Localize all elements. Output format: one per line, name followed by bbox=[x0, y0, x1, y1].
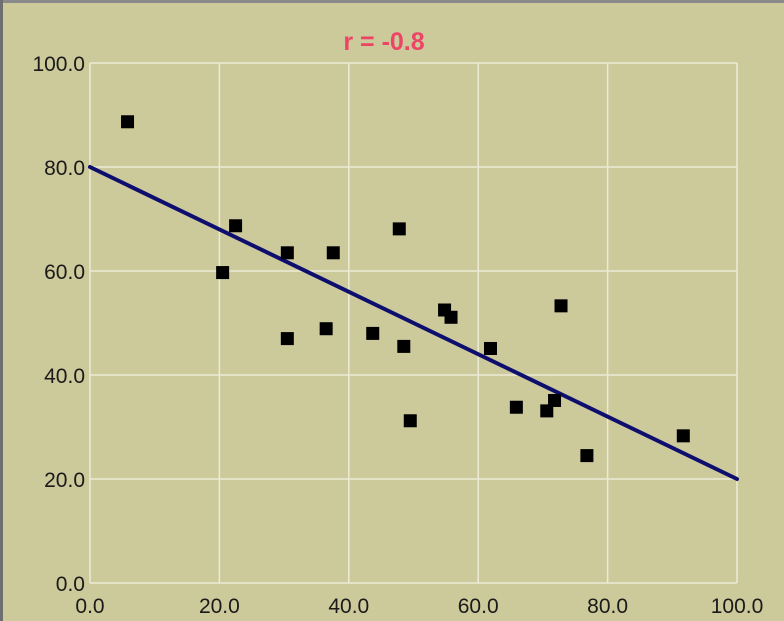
data-point bbox=[216, 266, 230, 280]
data-points bbox=[121, 115, 690, 463]
x-tick-label: 80.0 bbox=[587, 595, 628, 618]
regression-line-group bbox=[88, 165, 739, 481]
data-point bbox=[676, 429, 690, 443]
data-point bbox=[554, 299, 568, 313]
data-point bbox=[229, 219, 243, 233]
y-tick-label: 80.0 bbox=[44, 157, 85, 180]
y-tick-label: 20.0 bbox=[44, 469, 85, 492]
chart-title: r = -0.8 bbox=[343, 28, 424, 56]
data-point bbox=[548, 393, 562, 407]
panel-top-border bbox=[0, 0, 784, 3]
data-point bbox=[540, 404, 554, 418]
data-point bbox=[121, 115, 135, 129]
data-point bbox=[403, 414, 417, 428]
x-tick-label: 40.0 bbox=[328, 595, 369, 618]
data-point bbox=[280, 246, 294, 260]
x-tick-label: 0.0 bbox=[75, 595, 104, 618]
x-tick-label: 100.0 bbox=[711, 595, 764, 618]
data-point bbox=[392, 222, 406, 236]
panel-left-border bbox=[0, 0, 3, 621]
data-point bbox=[326, 246, 340, 260]
data-point bbox=[397, 339, 411, 353]
regression-line bbox=[88, 165, 739, 481]
tick-labels: 0.0 20.0 40.0 60.0 80.0 100.0 0.0 20.0 40.0 60.0 8… bbox=[32, 53, 763, 618]
data-point bbox=[580, 449, 594, 463]
grid-lines bbox=[89, 62, 738, 584]
data-point bbox=[509, 400, 523, 414]
data-point bbox=[366, 326, 380, 340]
y-tick-label: 60.0 bbox=[44, 261, 85, 284]
y-tick-label: 40.0 bbox=[44, 365, 85, 388]
y-tick-label: 100.0 bbox=[32, 53, 85, 76]
y-tick-label: 0.0 bbox=[56, 573, 85, 596]
x-tick-label: 20.0 bbox=[199, 595, 240, 618]
data-point bbox=[319, 322, 333, 336]
x-tick-label: 60.0 bbox=[458, 595, 499, 618]
data-point bbox=[444, 310, 458, 324]
data-point bbox=[280, 332, 294, 346]
data-point bbox=[483, 341, 497, 355]
